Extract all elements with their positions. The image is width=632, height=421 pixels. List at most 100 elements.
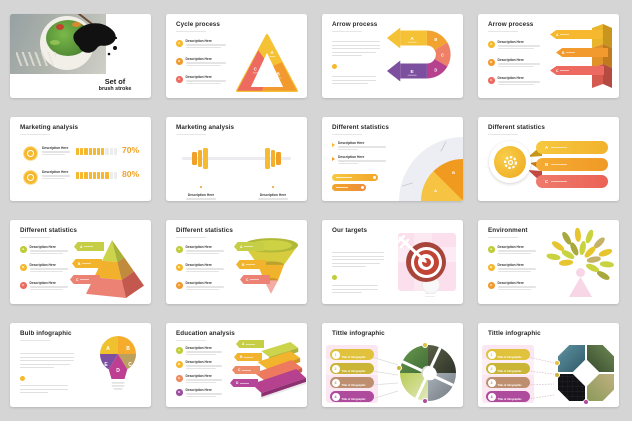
slide-heading: Our targets [332,227,368,234]
percent-value: 80% [122,169,140,179]
slide-heading: Cycle process [176,21,221,28]
subtitle-line [488,236,518,238]
item-label: Description Here [187,193,215,197]
pill-number: 1 [331,350,340,359]
marker-dot [396,365,402,371]
tomato [56,24,64,30]
subtitle-line [20,133,50,135]
item-label: Description Here [185,346,212,350]
list-item: Description Here [338,155,386,164]
slide-heading: Bulb infographic [20,330,72,337]
photo-pinwheel [400,345,456,401]
item-label: Description Here [185,245,212,249]
arrow-letter-d: D [434,68,437,73]
subtitle-line [176,236,206,238]
list-item: A Description Here [20,245,68,254]
slide-tittle-infographic-1[interactable]: Tittle infographic 1 Title of infographi… [322,323,463,407]
arrow-letter-b: B [434,37,437,42]
pill-number: 1 [487,350,496,359]
arrow-letter-e: E [411,69,415,75]
slide-different-statistics-1[interactable]: Different statistics Description Here De… [322,117,463,201]
ribbon-letter: B [562,50,565,55]
item-label: Description Here [185,388,212,392]
slide-different-statistics-3[interactable]: Different statistics A Description Here … [10,220,151,304]
pill-number: 4 [487,392,496,401]
barbell-bar [182,157,291,160]
bulb-diagram: A B C D E [100,336,136,390]
item-label: Description Here [185,75,212,79]
slide-title[interactable]: Set of brush stroke [10,14,151,98]
tag-letter: D [236,381,239,385]
ribbon-letter: A [556,32,559,37]
ribbon-letter: C [556,68,559,73]
list-item: Description Here [338,141,386,150]
pill-letter: C [545,179,549,184]
slide-bulb-infographic[interactable]: Bulb infographic A B C D E [10,323,151,407]
item-letter: A [176,246,183,253]
pill-text: Title of infographic [341,397,366,401]
pyramid-tag-a: A [74,242,104,251]
slide-different-statistics-2[interactable]: Different statistics A B C [478,117,619,201]
slide-heading: Marketing analysis [20,124,79,131]
pill-text: Title of infographic [341,369,366,373]
item-letter: D [176,389,183,396]
segment-bar-70 [76,148,117,155]
connector-lines [528,356,555,400]
pyramid-tag-b: B [72,259,102,268]
list-item: C Description Here [176,281,224,290]
slide-arrow-process-1[interactable]: Arrow process A B C D E [322,14,463,98]
pill-text: Title of infographic [497,383,522,387]
arrow-letter-c: C [441,53,444,58]
plate [197,150,202,167]
slide-heading: Education analysis [176,330,235,337]
chevron-marker [332,157,335,161]
item-label: Description Here [338,155,365,159]
book-tag-d: D [230,379,258,387]
tag-letter: A [80,244,83,249]
subtitle-line [20,236,50,238]
slide-education-analysis[interactable]: Education analysis A Description Here B … [166,323,307,407]
subtitle-line [488,133,518,135]
arrow-letter-a: A [410,36,414,42]
list-item: B Description Here [176,263,224,272]
slide-arrow-process-2[interactable]: Arrow process A Description Here B Descr… [478,14,619,98]
slide-marketing-analysis-1[interactable]: Marketing analysis Description Here 70% … [10,117,151,201]
item-letter: C [488,77,495,84]
plate [265,148,270,169]
marker-dot [554,372,560,378]
slide-cycle-process[interactable]: Cycle process A Description Here B Descr… [166,14,307,98]
right-caption: Description Here [252,175,294,201]
item-label: Description Here [185,39,212,43]
slide-heading: Different statistics [20,227,77,234]
list-item: B Description Here [176,57,226,66]
item-label: Description Here [185,57,212,61]
slide-our-targets[interactable]: Our targets [322,220,463,304]
slide-tittle-infographic-2[interactable]: Tittle infographic 1 Title of infographi… [478,323,619,407]
item-label: Description Here [497,245,524,249]
photo-cross [558,345,614,401]
list-item: C Description Here [20,281,68,290]
slide-different-statistics-4[interactable]: Different statistics A Description Here … [166,220,307,304]
ribbon-arrow-b: B [556,48,608,57]
book-tag-b: B [234,353,262,361]
pill-letter: B [545,162,549,167]
slide-marketing-analysis-2[interactable]: Marketing analysis Description Here Desc… [166,117,307,201]
plate [276,152,281,165]
pill-number: 2 [331,364,340,373]
subtitle-line [176,339,206,341]
progress-item: Description Here [42,170,70,179]
hub-circle [494,146,526,178]
list-item: B Description Here [488,263,536,272]
item-label: Description Here [185,374,212,378]
item-letter: A [176,40,183,47]
slide-environment[interactable]: Environment A Description Here B Descrip… [478,220,619,304]
item-letter: B [20,264,27,271]
plate [203,148,208,169]
pyramid-tag-c: C [70,275,100,284]
list-item: D Description Here [176,388,222,397]
list-item: B Description Here [20,263,68,272]
list-item: C Description Here [176,374,222,383]
left-caption: Description Here [180,175,222,201]
item-label: Description Here [497,76,524,80]
item-label: Description Here [42,146,69,150]
